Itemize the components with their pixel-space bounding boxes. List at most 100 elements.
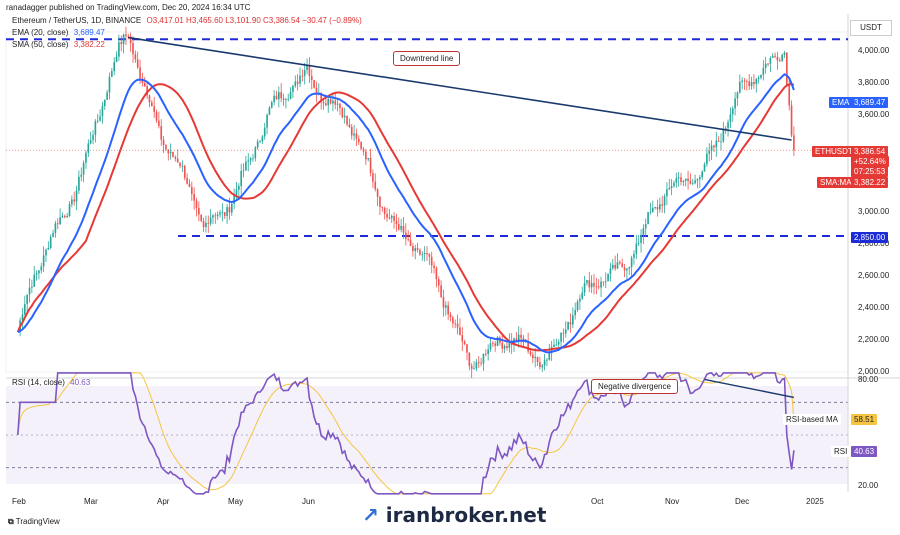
candle-body: [188, 183, 191, 187]
candle-body: [755, 79, 758, 85]
candle-body: [270, 102, 273, 108]
candle-body: [743, 80, 746, 82]
y-tick: 3,600.00: [858, 110, 890, 119]
candle-body: [419, 249, 421, 255]
candle-body: [673, 182, 675, 187]
candle-body: [764, 63, 767, 69]
candle-body: [456, 323, 459, 328]
candle-body: [136, 59, 139, 68]
candle-body: [762, 68, 765, 75]
candle-body: [379, 196, 381, 208]
candle-body: [731, 108, 734, 115]
price-value-tag: 3,386.54: [851, 146, 889, 157]
candle-body: [186, 177, 188, 184]
candle-body: [786, 52, 788, 85]
candle-body: [788, 84, 791, 106]
candle-body: [200, 214, 203, 222]
candle-body: [581, 292, 584, 299]
candle-body: [543, 360, 546, 366]
candle-body: [680, 177, 682, 183]
candle-body: [649, 211, 652, 213]
candle-body: [470, 365, 473, 369]
candle-body: [273, 95, 275, 103]
candle-body: [527, 341, 529, 352]
candle-body: [31, 286, 33, 288]
candle-body: [736, 92, 739, 99]
candle-body: [315, 87, 318, 93]
candle-body: [475, 362, 478, 369]
candle-body: [407, 239, 410, 240]
candle-body: [122, 34, 125, 44]
sma-tag: SMA:MA: [817, 177, 855, 188]
candle-body: [583, 283, 586, 293]
candle-body: [463, 341, 466, 345]
y-tick: 2,400.00: [858, 303, 890, 312]
candle-body: [85, 152, 87, 163]
candle-body: [595, 286, 598, 288]
candle-body: [350, 127, 353, 136]
candle-body: [59, 217, 61, 225]
ema-legend[interactable]: EMA (20, close) 3,689.47: [12, 28, 108, 37]
ohlc-values: O3,417.01 H3,465.60 L3,101.90 C3,386.54 …: [146, 16, 362, 25]
candle-body: [99, 116, 101, 121]
candle-body: [729, 114, 732, 123]
candle-body: [223, 212, 226, 216]
candle-body: [701, 171, 704, 178]
candle-body: [139, 67, 141, 79]
candle-body: [252, 158, 254, 159]
candle-body: [515, 338, 518, 342]
candle-body: [414, 248, 417, 252]
y-tick: 2,000.00: [858, 367, 890, 376]
candle-body: [423, 253, 426, 255]
candle-body: [496, 337, 499, 346]
candle-body: [374, 181, 377, 190]
candle-body: [402, 225, 405, 233]
candle-body: [289, 91, 292, 99]
candle-body: [111, 71, 113, 77]
candle-body: [769, 57, 772, 64]
candle-body: [33, 274, 36, 287]
candle-body: [306, 65, 308, 71]
candle-body: [771, 55, 774, 58]
candle-body: [87, 143, 90, 153]
candle-body: [23, 304, 26, 315]
candle-body: [369, 157, 372, 174]
candle-body: [367, 157, 370, 160]
tradingview-brand[interactable]: ⧉ TradingView: [8, 517, 60, 527]
candle-body: [783, 52, 786, 55]
candle-body: [564, 329, 567, 334]
candle-body: [221, 212, 224, 213]
candle-body: [642, 228, 645, 235]
candle-body: [717, 140, 720, 142]
currency-button[interactable]: USDT: [850, 20, 892, 36]
candle-body: [691, 183, 694, 185]
candle-body: [628, 267, 631, 269]
candle-body: [750, 82, 753, 87]
candle-body: [329, 98, 332, 104]
candle-body: [115, 56, 118, 63]
candle-body: [546, 359, 548, 361]
candle-body: [677, 177, 680, 179]
candle-body: [54, 223, 57, 233]
candle-body: [346, 115, 348, 125]
sma-line: [16, 83, 795, 352]
candle-body: [781, 54, 783, 61]
candle-body: [437, 279, 440, 286]
candle-body: [442, 297, 445, 308]
rsi-legend[interactable]: RSI (14, close) 40.63: [12, 378, 93, 387]
tradingview-logo-icon: ⧉: [8, 517, 14, 526]
candle-body: [339, 103, 341, 109]
candle-body: [322, 102, 325, 104]
candle-body: [508, 342, 511, 348]
candle-body: [47, 248, 50, 250]
x-tick-month: Dec: [735, 497, 750, 506]
candle-body: [310, 76, 313, 81]
candle-body: [567, 322, 569, 330]
candle-body: [560, 333, 562, 342]
sma-legend[interactable]: SMA (50, close) 3,382.22: [12, 40, 108, 49]
candle-body: [489, 343, 492, 350]
candle-body: [332, 100, 334, 104]
candle-body: [435, 268, 438, 280]
candle-body: [353, 133, 355, 136]
